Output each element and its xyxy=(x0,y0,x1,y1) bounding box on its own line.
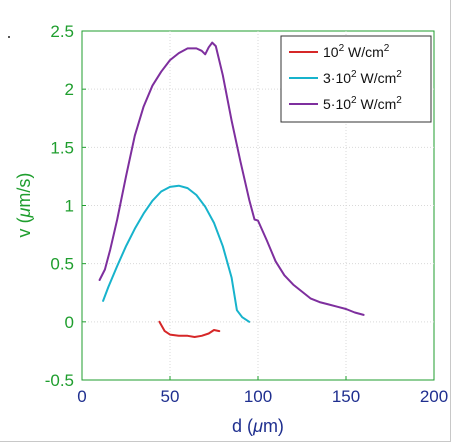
y-axis-ticks: -0.5 0 0.5 1 1.5 2 2.5 xyxy=(45,22,86,390)
y-tick-label: 0 xyxy=(65,313,74,332)
x-tick-label: 100 xyxy=(244,387,272,406)
y-tick-label: 1.5 xyxy=(50,138,74,157)
series-line-3 xyxy=(98,41,365,316)
y-tick-label: -0.5 xyxy=(45,371,74,390)
legend-label-3: 5·102 W/cm2 xyxy=(323,95,402,112)
series-line-2 xyxy=(102,184,251,323)
y-tick-label: 1 xyxy=(65,197,74,216)
legend-label-2: 3·102 W/cm2 xyxy=(323,69,402,86)
y-tick-label: 2 xyxy=(65,80,74,99)
legend: 102 W/cm2 3·102 W/cm2 5·102 W/cm2 xyxy=(280,35,432,123)
x-tick-label: 150 xyxy=(332,387,360,406)
x-tick-label: 50 xyxy=(161,387,180,406)
series-lines xyxy=(98,41,365,338)
x-axis-label: d (μm) xyxy=(232,416,284,436)
y-tick-label: 2.5 xyxy=(50,22,74,41)
grid xyxy=(82,31,434,380)
stray-dot xyxy=(8,36,10,38)
series-line-1 xyxy=(158,320,221,338)
x-tick-label: 200 xyxy=(420,387,448,406)
x-axis-ticks: 0 50 100 150 200 xyxy=(77,376,448,406)
legend-label-1: 102 W/cm2 xyxy=(323,43,390,60)
x-tick-label: 0 xyxy=(77,387,86,406)
y-tick-label: 0.5 xyxy=(50,255,74,274)
y-axis-label: v (μm/s) xyxy=(14,173,34,238)
